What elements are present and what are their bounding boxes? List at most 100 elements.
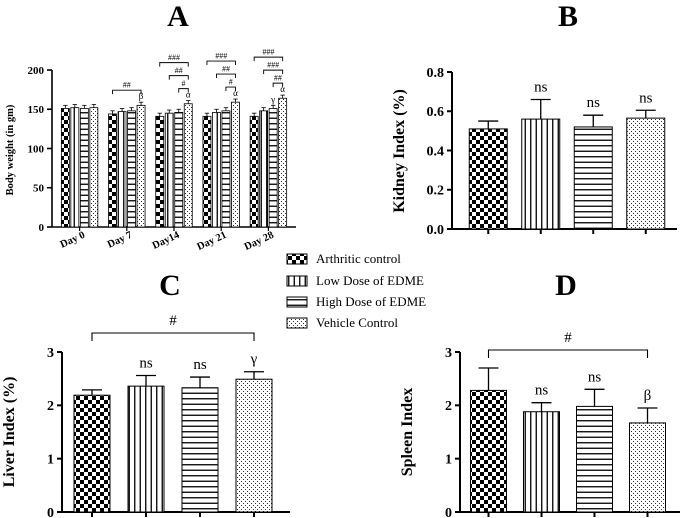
panel-d-significance-bracket [487, 349, 649, 358]
panel-a-bar [221, 110, 231, 228]
panel-a-bracket-label: ## [274, 74, 282, 83]
panel-a-significance-label: β [139, 91, 144, 101]
panel-a-bracket-label: ### [267, 61, 279, 70]
panel-a-y-axis-title: Body weight (in gm) [5, 104, 16, 195]
legend-label: High Dose of EDME [316, 294, 426, 309]
panel-a-x-tick-label: Day 28 [243, 230, 276, 253]
panel-a-y-tick-label: 200 [28, 65, 45, 77]
panel-c-chart: Liver Index (%) 0 1 2 3 ns ns γ # [1, 313, 290, 518]
panel-d-y-tick-label: 2 [445, 399, 452, 414]
panel-c-bar [73, 394, 111, 513]
panel-d-bar [470, 389, 507, 513]
panel-a-bar [60, 108, 70, 228]
panel-a-bar [70, 107, 80, 228]
panel-a-bar [278, 97, 288, 228]
panel-b-y-tick-label: 0.8 [427, 66, 445, 81]
panel-a-x-tick-label: Day 7 [106, 230, 134, 251]
panel-a-bar [268, 108, 278, 228]
legend-item: High Dose of EDME [286, 294, 426, 309]
panel-b-y-tick-label: 0.4 [427, 144, 445, 159]
panel-c-y-tick-label: 1 [47, 453, 54, 468]
panel-b-y-tick-label: 0.6 [427, 105, 445, 120]
legend-label: Low Dose of EDME [316, 273, 424, 288]
panel-c-bar [235, 378, 273, 513]
panel-a-x-tick-label: Day14 [151, 229, 182, 251]
legend-item: Arthritic control [286, 251, 401, 266]
panel-b-significance-label: ns [639, 90, 653, 106]
panel-b-significance-label: ns [534, 79, 548, 95]
panel-d-letter: D [555, 269, 577, 302]
panel-a-y-tick-label: 100 [28, 143, 45, 155]
panel-c-bar [181, 387, 219, 513]
panel-a-significance-bracket [206, 60, 236, 66]
panel-a-bar [174, 111, 184, 228]
panel-a-y-tick-label: 50 [33, 183, 45, 195]
panel-d-y-axis-title: Spleen Index [399, 388, 416, 476]
panel-a-y-tick-label: 0 [39, 222, 45, 234]
legend-swatch-vehicle-control [286, 317, 308, 329]
panel-a-bar [108, 113, 117, 228]
legend-label: Arthritic control [316, 251, 401, 266]
panel-a-bar [117, 111, 127, 228]
panel-a-significance-bracket [178, 88, 189, 93]
panel-b-y-axis-title: Kidney Index (%) [391, 89, 408, 213]
legend-swatch-arthritic-control [286, 253, 308, 265]
panel-c-significance-bracket [91, 332, 255, 341]
panel-a-bar [89, 107, 99, 228]
panel-a-bar [231, 101, 240, 228]
panel-a-bracket-label: ### [262, 48, 274, 57]
panel-a-bracket-label: # [182, 79, 186, 88]
panel-a-significance-bracket [159, 62, 189, 67]
panel-a-significance-label: α [280, 84, 285, 94]
panel-c-bracket-label: # [169, 313, 177, 329]
panel-c-y-axis-title: Liver Index (%) [1, 377, 18, 488]
panel-a-bar [212, 111, 221, 228]
panel-a-significance-bracket [225, 86, 236, 92]
panel-b-bar [573, 126, 613, 230]
panel-a-letter: A [167, 0, 189, 33]
panel-c-letter: C [159, 269, 181, 302]
legend-item: Vehicle Control [286, 315, 398, 330]
legend-swatch-low-dose [286, 275, 308, 287]
panel-a-significance-label: γ [270, 94, 275, 104]
panel-d-bar [576, 405, 613, 513]
panel-a-bar [164, 112, 174, 228]
panel-a-bar [183, 103, 193, 228]
panel-a-bar [79, 108, 89, 228]
panel-a-bar [155, 115, 165, 228]
panel-a-bracket-label: ## [175, 66, 183, 75]
panel-d-y-tick-label: 0 [445, 506, 452, 518]
panel-a-significance-bracket [112, 89, 142, 95]
panel-c-significance-label: γ [250, 352, 258, 368]
legend-item: Low Dose of EDME [286, 273, 424, 288]
panel-a-bracket-label: ## [222, 65, 230, 74]
panel-d-significance-label: β [644, 388, 652, 404]
panel-d-significance-label: ns [535, 383, 549, 399]
panel-a-bar [136, 104, 146, 228]
panel-b-chart: Kidney Index (%) 0.0 0.2 0.4 0.6 0.8 ns ns ns [391, 66, 677, 238]
legend-label: Vehicle Control [316, 315, 398, 330]
panel-a-significance-label: α [186, 90, 191, 100]
panel-d-bracket-label: # [564, 330, 572, 346]
panel-d-y-tick-label: 1 [445, 453, 452, 468]
panel-a-bracket-label: # [229, 78, 233, 87]
panel-b-significance-label: ns [587, 95, 601, 111]
panel-c-significance-label: ns [193, 357, 207, 373]
panel-d-bar [629, 422, 666, 513]
panel-a-significance-bracket [263, 69, 284, 75]
panel-a-significance-bracket [253, 56, 284, 62]
panel-b-y-tick-label: 0.2 [427, 184, 445, 199]
panel-d-bar [523, 411, 560, 513]
panel-a-bracket-label: ### [215, 52, 227, 61]
legend-swatch-high-dose [286, 296, 308, 308]
panel-a-bar [249, 115, 259, 228]
panel-a-x-tick-label: Day 21 [196, 230, 229, 253]
panel-a-significance-label: α [233, 88, 238, 98]
panel-b-bar [468, 128, 508, 230]
panel-d-significance-label: ns [588, 369, 602, 385]
panel-c-y-tick-label: 2 [47, 399, 54, 414]
panel-d-chart: Spleen Index 0 1 2 3 ns ns β # [399, 330, 680, 518]
panel-a-bar [202, 115, 212, 228]
panel-b-letter: B [558, 0, 578, 33]
